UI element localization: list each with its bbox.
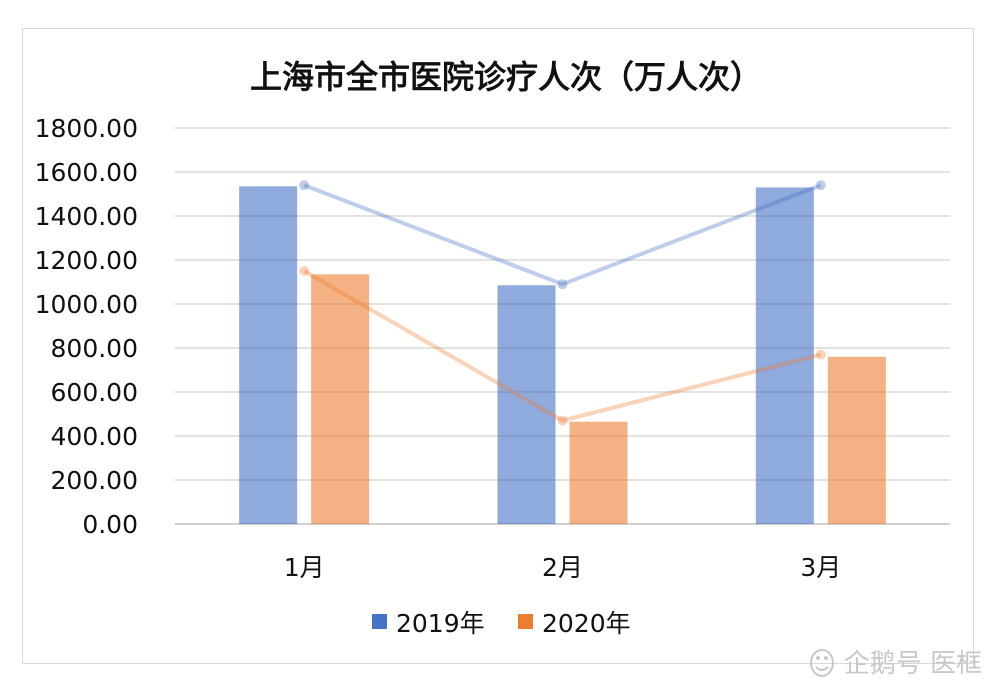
bar-2020-2 [569,421,628,524]
y-tick-label: 1600.00 [35,158,138,187]
y-tick-label: 200.00 [51,466,138,495]
y-tick-label: 400.00 [51,422,138,451]
watermark: 企鹅号 医框 [808,643,982,680]
x-tick-label: 2月 [542,553,583,582]
chart-title: 上海市全市医院诊疗人次（万人次） [250,58,762,96]
penguin-logo-icon [809,648,834,677]
bar-2019-1 [239,186,298,525]
trend-line-2020 [303,269,822,423]
y-tick-label: 800.00 [51,334,138,363]
bar-2020-3 [827,356,886,524]
y-tick-label: 1000.00 [35,290,138,319]
y-tick-label: 0.00 [82,510,138,539]
y-tick-label: 1200.00 [35,246,138,275]
x-tick-label: 3月 [800,553,841,582]
y-tick-label: 600.00 [51,378,138,407]
trend-point [557,415,568,426]
y-tick-label: 1800.00 [35,114,138,143]
legend-swatch [518,614,533,629]
bar-2019-3 [755,187,814,524]
x-tick-label: 1月 [284,553,325,582]
watermark-text: 企鹅号 医框 [843,649,982,679]
legend-label: 2020年 [542,609,631,638]
trend-line-2019 [303,183,822,287]
y-tick-label: 1400.00 [35,202,138,231]
trend-point [815,349,826,360]
bar-2019-2 [497,285,556,524]
trend-point [557,279,568,290]
bar-2020-1 [311,274,370,524]
trend-point [299,180,310,191]
legend-label: 2019年 [396,609,485,638]
trend-point [299,266,310,276]
trend-point [815,180,826,191]
legend-swatch [372,614,387,629]
